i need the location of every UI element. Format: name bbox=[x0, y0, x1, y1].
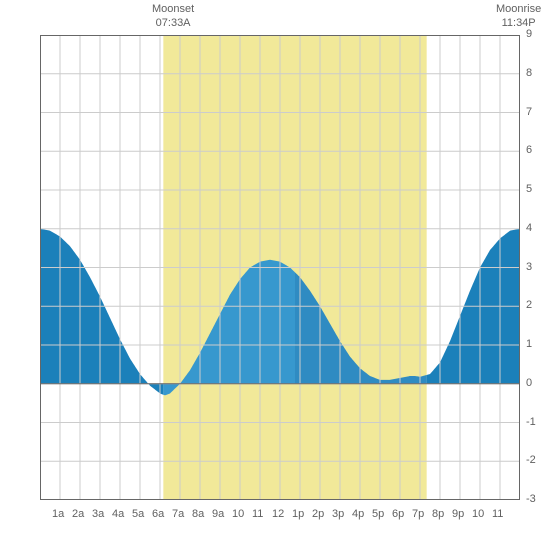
y-tick-label: 0 bbox=[526, 377, 532, 389]
y-tick-label: 2 bbox=[526, 299, 532, 311]
y-tick-label: -2 bbox=[526, 454, 536, 466]
x-tick-label: 4a bbox=[112, 508, 124, 520]
moonrise-time: 11:34P bbox=[496, 16, 541, 30]
y-tick-label: 6 bbox=[526, 144, 532, 156]
x-tick-label: 5p bbox=[372, 508, 384, 520]
y-tick-label: 8 bbox=[526, 67, 532, 79]
y-tick-label: 7 bbox=[526, 106, 532, 118]
x-tick-label: 9a bbox=[212, 508, 224, 520]
x-tick-label: 7p bbox=[412, 508, 424, 520]
x-tick-label: 10 bbox=[472, 508, 484, 520]
chart-svg bbox=[0, 0, 550, 550]
x-tick-label: 1p bbox=[292, 508, 304, 520]
x-tick-label: 3p bbox=[332, 508, 344, 520]
x-tick-label: 5a bbox=[132, 508, 144, 520]
x-tick-label: 1a bbox=[52, 508, 64, 520]
y-tick-label: 3 bbox=[526, 261, 532, 273]
x-tick-label: 11 bbox=[252, 508, 263, 520]
x-tick-label: 7a bbox=[172, 508, 184, 520]
y-tick-label: 9 bbox=[526, 28, 532, 40]
y-tick-label: -3 bbox=[526, 493, 536, 505]
y-tick-label: 4 bbox=[526, 222, 532, 234]
y-tick-label: -1 bbox=[526, 416, 536, 428]
x-tick-label: 3a bbox=[92, 508, 104, 520]
moonrise-label: Moonrise 11:34P bbox=[496, 2, 541, 31]
x-tick-label: 9p bbox=[452, 508, 464, 520]
x-tick-label: 6a bbox=[152, 508, 164, 520]
x-tick-label: 11 bbox=[492, 508, 503, 520]
x-tick-label: 6p bbox=[392, 508, 404, 520]
moonset-label: Moonset 07:33A bbox=[152, 2, 194, 31]
x-tick-label: 10 bbox=[232, 508, 244, 520]
x-tick-label: 4p bbox=[352, 508, 364, 520]
moonset-time: 07:33A bbox=[152, 16, 194, 30]
y-tick-label: 1 bbox=[526, 338, 532, 350]
tide-chart: Moonset 07:33A Moonrise 11:34P -3-2-1012… bbox=[0, 0, 550, 550]
moonrise-title: Moonrise bbox=[496, 2, 541, 16]
x-tick-label: 8a bbox=[192, 508, 204, 520]
moonset-title: Moonset bbox=[152, 2, 194, 16]
y-tick-label: 5 bbox=[526, 183, 532, 195]
x-tick-label: 2a bbox=[72, 508, 84, 520]
x-tick-label: 2p bbox=[312, 508, 324, 520]
x-tick-label: 12 bbox=[272, 508, 284, 520]
x-tick-label: 8p bbox=[432, 508, 444, 520]
